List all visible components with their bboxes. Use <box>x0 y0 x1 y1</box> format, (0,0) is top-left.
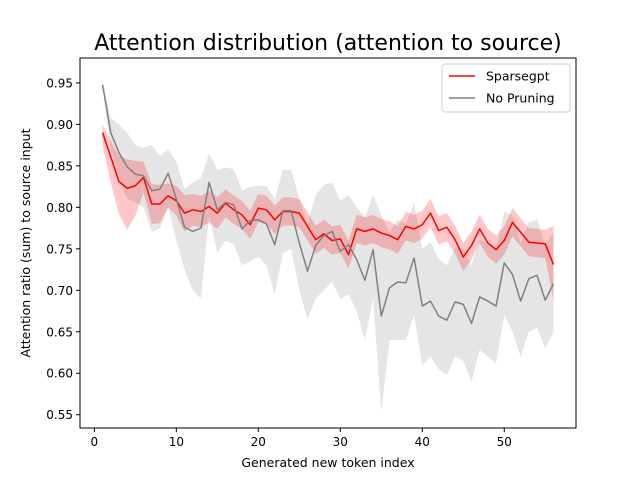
band-no-pruning <box>102 82 554 413</box>
y-tick-label: 0.95 <box>46 76 73 90</box>
x-tick-label: 40 <box>415 435 430 449</box>
series-lines <box>101 84 555 325</box>
y-tick-label: 0.85 <box>46 159 73 173</box>
x-tick-label: 0 <box>91 435 99 449</box>
x-tick-label: 10 <box>169 435 184 449</box>
confidence-bands <box>102 82 554 413</box>
y-tick-label: 0.90 <box>46 118 73 132</box>
chart-title: Attention distribution (attention to sou… <box>94 31 562 56</box>
y-tick-label: 0.60 <box>46 367 73 381</box>
y-tick-label: 0.55 <box>46 408 73 422</box>
x-tick-label: 50 <box>497 435 512 449</box>
y-tick-label: 0.75 <box>46 242 73 256</box>
line-no-pruning <box>101 84 555 325</box>
y-axis: 0.55 0.60 0.65 0.70 0.75 0.80 0.85 0.90 0.95 <box>46 76 80 422</box>
legend-label-sparsegpt: Sparsegpt <box>486 69 550 84</box>
x-tick-label: 20 <box>251 435 266 449</box>
plot-frame <box>79 57 577 429</box>
y-tick-label: 0.65 <box>46 325 73 339</box>
legend-label-no-pruning: No Pruning <box>486 91 555 106</box>
x-tick-label: 30 <box>333 435 348 449</box>
x-axis-label: Generated new token index <box>241 455 414 470</box>
band-sparsegpt <box>102 124 554 301</box>
y-tick-label: 0.80 <box>46 201 73 215</box>
legend: Sparsegpt No Pruning <box>441 63 571 113</box>
x-axis: 0 10 20 30 40 50 <box>91 428 512 449</box>
y-axis-label: Attention ratio (sum) to source input <box>18 128 33 357</box>
y-tick-label: 0.70 <box>46 284 73 298</box>
